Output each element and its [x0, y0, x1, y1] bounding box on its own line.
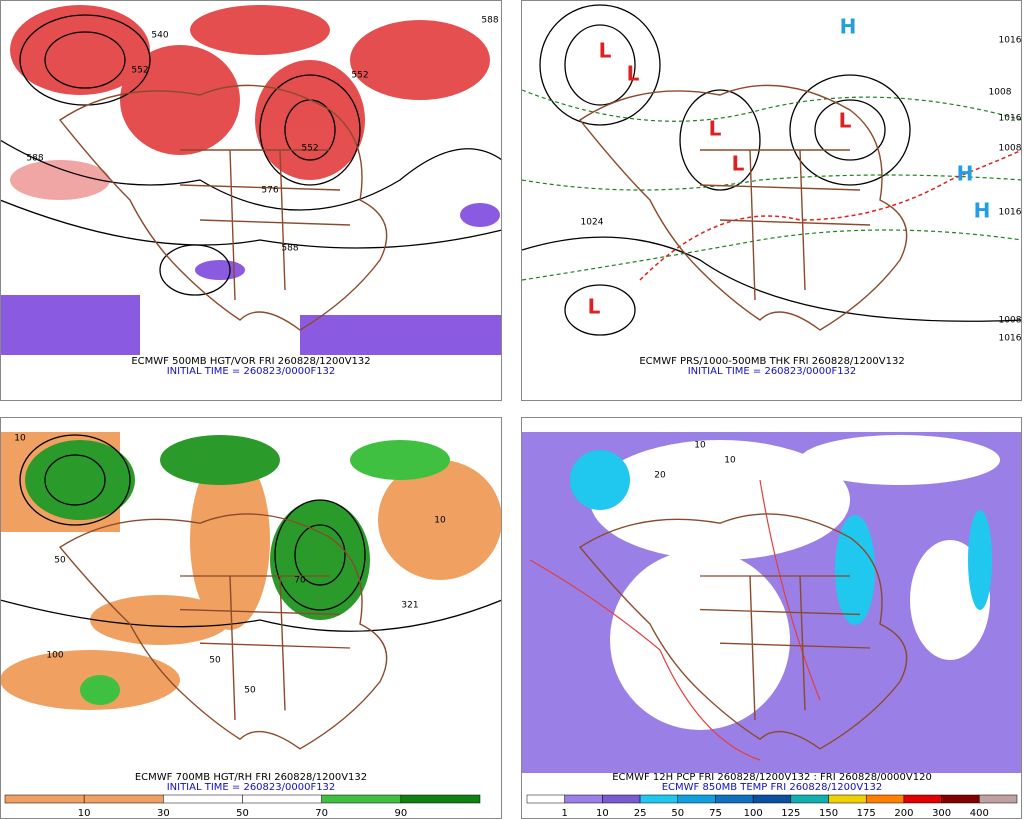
initial-time: ECMWF 850MB TEMP FRI 260828/1200V132 [662, 782, 883, 793]
colorbar-swatch [903, 794, 942, 804]
panel-700mb [0, 417, 503, 819]
no-precip [590, 435, 1000, 730]
colorbar-label: 25 [634, 808, 647, 819]
colorbar-swatch [321, 794, 402, 804]
pressure-contours [521, 4, 1023, 336]
colorbar-swatch [526, 794, 565, 804]
colorbar-swatch [163, 794, 243, 804]
contour-label: 10 [434, 516, 446, 526]
colorbar-label: 70 [315, 808, 328, 819]
colorbar-label: 300 [932, 808, 951, 819]
colorbar-label: 75 [709, 808, 722, 819]
pressure-center: H [957, 162, 974, 186]
initial-time: INITIAL TIME = 260823/0000F132 [688, 366, 857, 377]
colorbar-swatch [242, 794, 322, 804]
contour-label: 100 [46, 651, 63, 661]
colorbar-label: 50 [671, 808, 684, 819]
contour-label: 1008 [999, 316, 1022, 326]
temperature-contours [529, 479, 821, 761]
colorbar-label: 10 [78, 808, 91, 819]
colorbar-label: 1 [562, 808, 568, 819]
heavy-precip [570, 450, 992, 625]
contour-label: 1016 [999, 334, 1022, 344]
contour-label: 588 [26, 154, 43, 164]
caption: ECMWF 12H PCP FRI 260828/1200V132 : FRI … [612, 772, 932, 783]
contour-label: 10 [694, 441, 706, 451]
contour-label: 1016 [999, 36, 1022, 46]
pressure-center: L [839, 109, 852, 133]
colorbar-label: 400 [970, 808, 989, 819]
panel-frame [0, 0, 502, 401]
pressure-center: L [709, 117, 722, 141]
contour-label: 552 [131, 66, 148, 76]
contour-label: 20 [654, 471, 666, 481]
vorticity-fill [10, 5, 490, 200]
colorbar-swatch [865, 794, 905, 804]
colorbar-label: 175 [857, 808, 876, 819]
contour-label: 50 [244, 686, 256, 696]
pressure-center: L [732, 152, 745, 176]
colorbar-swatch [4, 794, 85, 804]
pressure-center: H [974, 199, 991, 223]
contour-label: 1016 [999, 208, 1022, 218]
thickness-contours [521, 89, 1023, 281]
contour-label: 70 [294, 576, 306, 586]
caption: ECMWF 500MB HGT/VOR FRI 260828/1200V132 [131, 356, 370, 367]
initial-time: INITIAL TIME = 260823/0000F132 [167, 366, 336, 377]
panel-frame [521, 0, 1022, 401]
panel-pressure [521, 0, 1023, 401]
colorbar-label: 10 [596, 808, 609, 819]
contour-label: 50 [209, 656, 221, 666]
colorbar-swatch [564, 794, 603, 804]
map-area [522, 0, 1022, 355]
contour-label: 1024 [581, 218, 604, 228]
panel-precip [521, 417, 1022, 819]
colorbar-swatch [941, 794, 980, 804]
colorbar-label: 200 [894, 808, 913, 819]
contour-label: 321 [401, 601, 418, 611]
contour-label: 576 [261, 186, 278, 196]
contour-label: 10 [724, 456, 736, 466]
vorticity-negative [0, 203, 502, 355]
pressure-center: L [599, 39, 612, 63]
thickness-540 [639, 149, 1023, 281]
colorbar-swatch [602, 794, 641, 804]
caption: ECMWF 700MB HGT/RH FRI 260828/1200V132 [135, 772, 367, 783]
contour-label: 552 [301, 144, 318, 154]
colorbar-swatch [83, 794, 164, 804]
colorbar-label: 125 [781, 808, 800, 819]
colorbar-swatch [790, 794, 829, 804]
contour-label: 552 [351, 71, 368, 81]
contour-label: 1008 [989, 88, 1012, 98]
colorbar-label: 50 [236, 808, 249, 819]
colorbar-label: 150 [819, 808, 838, 819]
colorbar-label: 100 [744, 808, 763, 819]
contour-label: 588 [481, 16, 498, 26]
colorbar-swatch [400, 794, 481, 804]
contour-label: 1016 [999, 114, 1022, 124]
contour-label: 10 [14, 434, 26, 444]
colorbar-swatch [828, 794, 867, 804]
colorbar-swatch [639, 794, 679, 804]
moist-fill [25, 435, 450, 705]
colorbar-label: 90 [394, 808, 407, 819]
contour-label: 50 [54, 556, 66, 566]
pressure-center: H [840, 15, 857, 39]
panel-500mb [0, 0, 503, 401]
height-contours [0, 14, 503, 296]
pressure-center: L [588, 295, 601, 319]
contour-label: 1008 [999, 144, 1022, 154]
contour-label: 540 [151, 31, 168, 41]
colorbar-swatch [715, 794, 754, 804]
height-contours [0, 434, 503, 632]
colorbar-swatch [752, 794, 792, 804]
contour-label: 588 [281, 244, 298, 254]
colorbar-swatch [677, 794, 716, 804]
caption: ECMWF PRS/1000-500MB THK FRI 260828/1200… [639, 356, 904, 367]
colorbar-swatch [979, 794, 1018, 804]
pressure-center: L [627, 62, 640, 86]
colorbar-label: 30 [157, 808, 170, 819]
initial-time: INITIAL TIME = 260823/0000F132 [167, 782, 336, 793]
